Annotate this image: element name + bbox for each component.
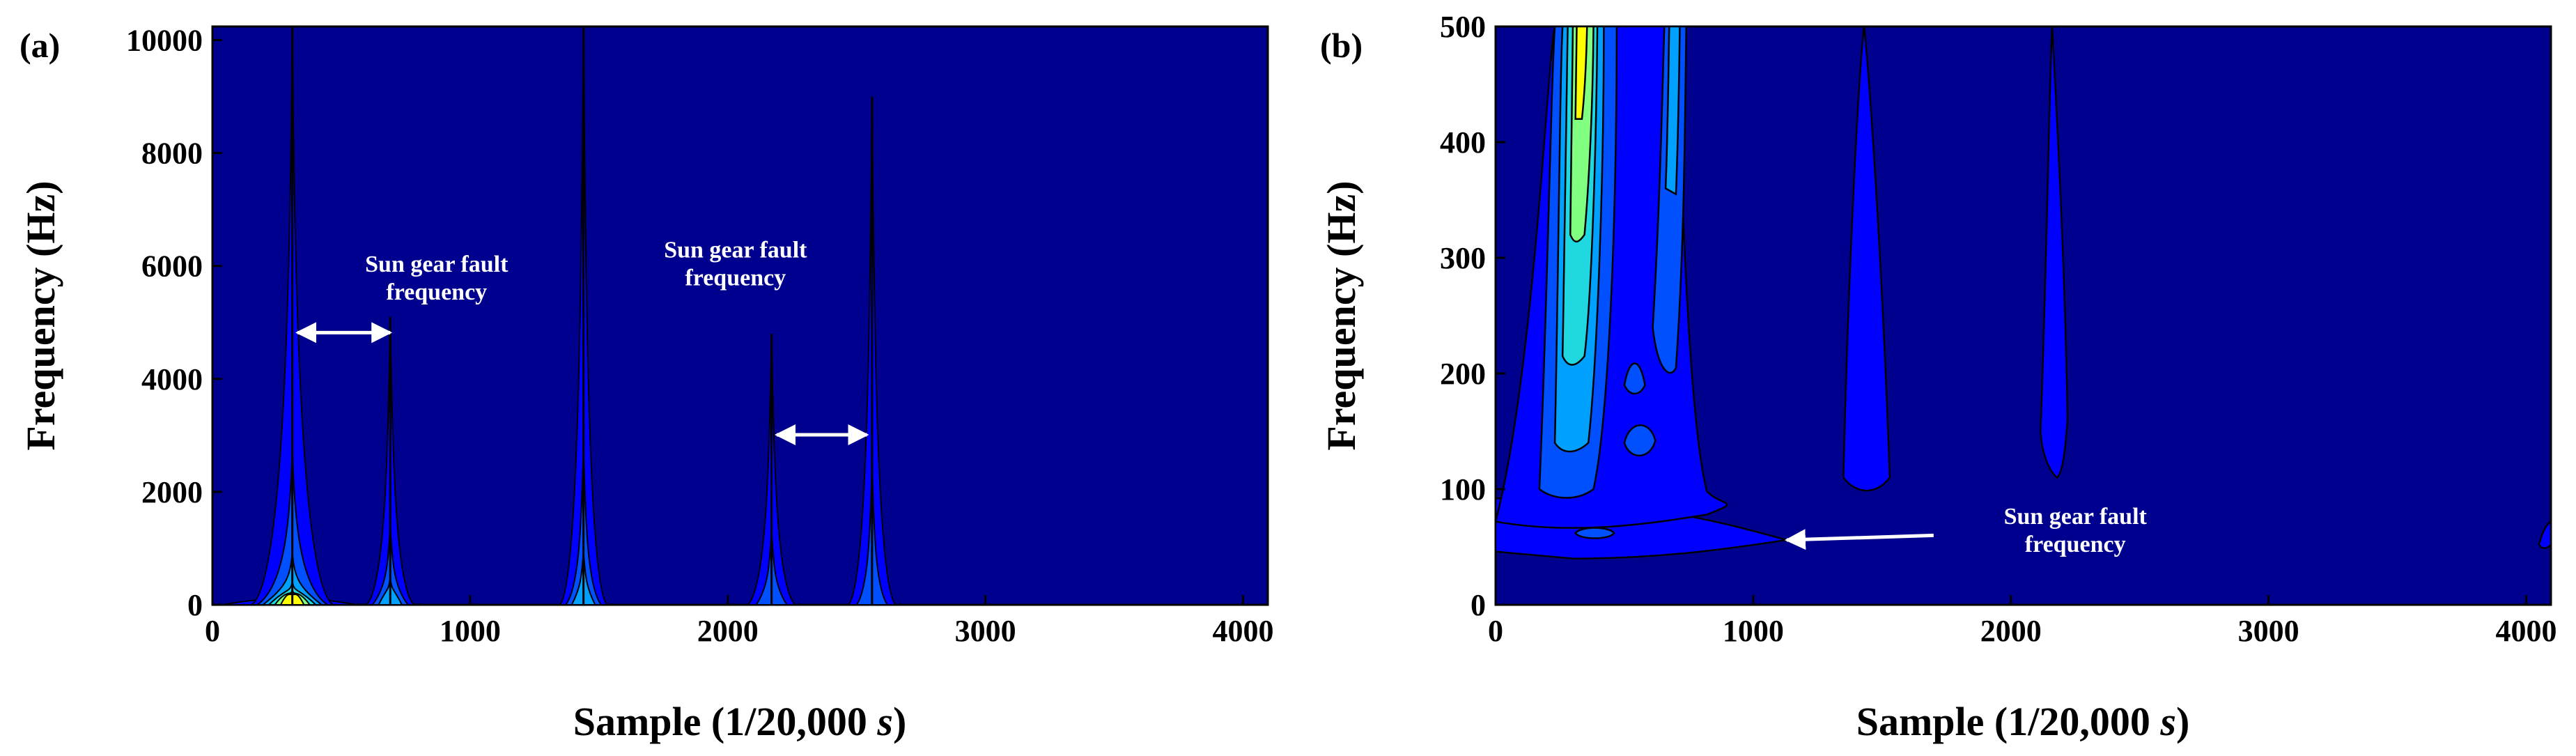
panel-b-y-tick-label: 400 xyxy=(1440,125,1486,160)
panel-b-x-tick-label: 4000 xyxy=(2495,614,2556,648)
panel-b-x-tick-label: 3000 xyxy=(2238,614,2299,648)
panel-a-x-ticks: 0 1000 2000 3000 4000 xyxy=(205,595,1273,648)
contour-region xyxy=(2538,520,2552,549)
panel-a-contours xyxy=(222,26,898,605)
contour-region xyxy=(1623,362,1646,395)
panel-a-x-tick-label: 3000 xyxy=(955,614,1016,648)
panel-b-y-tick-label: 0 xyxy=(1471,588,1486,622)
panel-a-x-tick-label: 0 xyxy=(205,614,220,648)
panel-b-y-tick-label: 200 xyxy=(1440,357,1486,391)
panel-b-y-tick-label: 100 xyxy=(1440,472,1486,507)
contour-region xyxy=(1623,424,1656,457)
panel-a-y-tick-label: 4000 xyxy=(141,362,203,396)
impulse-spike xyxy=(248,26,336,605)
panel-b-x-ticks: 0 1000 2000 3000 4000 xyxy=(1488,595,2556,648)
contour-region xyxy=(1574,527,1615,539)
contour-region xyxy=(2040,26,2069,479)
panel-a-y-tick-label: 8000 xyxy=(141,137,203,171)
panel-b-y-axis-title: Frequency (Hz) xyxy=(1319,180,1364,450)
panel-b-annotations: Sun gear fault frequency xyxy=(2004,504,2148,557)
panel-b-x-tick-label: 2000 xyxy=(1980,614,2042,648)
panel-a-arrows xyxy=(295,322,869,446)
panel-a-label: (a) xyxy=(20,26,60,65)
panel-a-y-tick-label: 6000 xyxy=(141,249,203,284)
contour-region xyxy=(1574,25,1588,121)
panel-a-y-tick-label: 10000 xyxy=(126,23,203,57)
panel-a-y-ticks: 0 2000 4000 6000 8000 10000 xyxy=(126,23,222,622)
panel-a-annotation: Sun gear fault frequency xyxy=(365,252,509,305)
contour-region xyxy=(1842,26,1891,492)
panel-b-x-tick-label: 1000 xyxy=(1723,614,1784,648)
contour-region xyxy=(1664,25,1681,196)
panel-b-arrow xyxy=(1784,529,1934,550)
impulse-spike xyxy=(746,333,798,605)
panel-b-contours xyxy=(1494,25,2552,560)
panel-b: (b) Sun gear fault frequency 0 1000 2000 300… xyxy=(1319,10,2556,744)
panel-a-x-axis-title: Sample (1/20,000 s) xyxy=(573,699,907,744)
panel-a-y-tick-label: 2000 xyxy=(141,475,203,509)
panel-b-annotation: Sun gear fault frequency xyxy=(2004,504,2148,557)
panel-a-annotation: Sun gear fault frequency xyxy=(664,238,807,291)
panel-b-y-tick-label: 500 xyxy=(1440,10,1486,44)
panel-b-y-tick-label: 300 xyxy=(1440,241,1486,275)
impulse-spike xyxy=(558,26,610,605)
panel-a-x-tick-label: 4000 xyxy=(1212,614,1273,648)
panel-b-x-axis-title: Sample (1/20,000 s) xyxy=(1856,699,2190,744)
panel-b-label: (b) xyxy=(1320,26,1363,65)
panel-a-x-tick-label: 1000 xyxy=(440,614,501,648)
impulse-spike xyxy=(846,96,898,605)
impulse-spike xyxy=(364,316,416,605)
panel-a-plot-area xyxy=(211,25,1269,606)
panel-a-x-tick-label: 2000 xyxy=(697,614,759,648)
panel-b-x-tick-label: 0 xyxy=(1488,614,1503,648)
panel-b-arrows xyxy=(1784,529,1934,550)
panel-a-y-axis-title: Frequency (Hz) xyxy=(18,180,63,450)
panel-a-y-tick-label: 0 xyxy=(187,588,203,622)
panel-b-y-ticks: 0 100 200 300 400 500 xyxy=(1440,10,1505,622)
panel-a-annotations: Sun gear fault frequency Sun gear fault fre… xyxy=(365,238,807,305)
